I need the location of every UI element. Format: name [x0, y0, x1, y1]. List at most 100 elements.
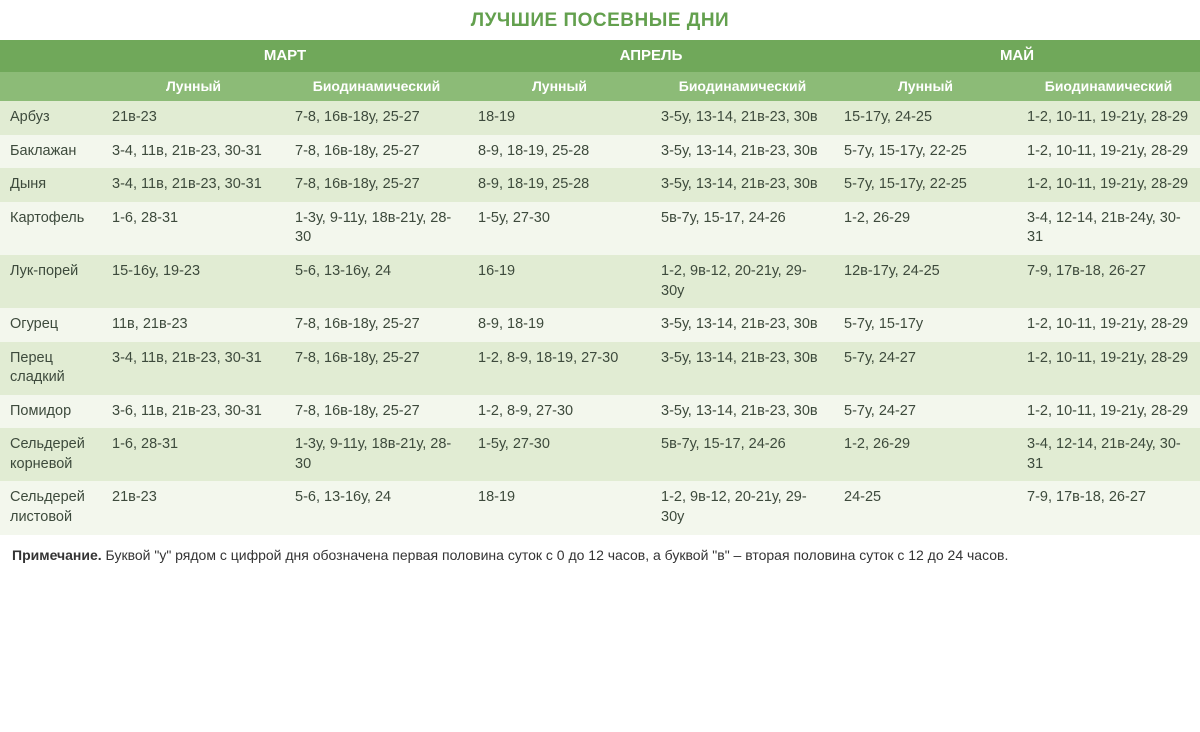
footnote: Примечание. Буквой "у" рядом с цифрой дн… — [0, 535, 1200, 563]
crop-name: Баклажан — [0, 135, 102, 169]
data-cell: 1-3у, 9-11у, 18в-21у, 28-30 — [285, 202, 468, 255]
data-cell: 7-8, 16в-18у, 25-27 — [285, 135, 468, 169]
data-cell: 1-2, 10-11, 19-21у, 28-29 — [1017, 135, 1200, 169]
data-cell: 1-5у, 27-30 — [468, 428, 651, 481]
data-cell: 18-19 — [468, 481, 651, 534]
data-cell: 5-6, 13-16у, 24 — [285, 481, 468, 534]
data-cell: 3-5у, 13-14, 21в-23, 30в — [651, 395, 834, 429]
data-cell: 1-3у, 9-11у, 18в-21у, 28-30 — [285, 428, 468, 481]
footnote-text: Буквой "у" рядом с цифрой дня обозначена… — [102, 547, 1009, 563]
footnote-label: Примечание. — [12, 547, 102, 563]
table-row: Огурец11в, 21в-237-8, 16в-18у, 25-278-9,… — [0, 308, 1200, 342]
data-cell: 1-2, 9в-12, 20-21у, 29-30у — [651, 481, 834, 534]
table-row: Арбуз21в-237-8, 16в-18у, 25-2718-193-5у,… — [0, 101, 1200, 135]
subheader-biodynamic: Биодинамический — [285, 72, 468, 101]
data-cell: 7-8, 16в-18у, 25-27 — [285, 395, 468, 429]
planting-calendar: ЛУЧШИЕ ПОСЕВНЫЕ ДНИ МАРТ АПРЕЛЬ МАЙ Лунн… — [0, 0, 1200, 563]
month-row: МАРТ АПРЕЛЬ МАЙ — [0, 40, 1200, 72]
data-cell: 5в-7у, 15-17, 24-26 — [651, 428, 834, 481]
data-cell: 3-5у, 13-14, 21в-23, 30в — [651, 101, 834, 135]
data-cell: 7-8, 16в-18у, 25-27 — [285, 101, 468, 135]
table-row: Картофель1-6, 28-311-3у, 9-11у, 18в-21у,… — [0, 202, 1200, 255]
data-cell: 5-7у, 15-17у — [834, 308, 1017, 342]
subheader-row: Лунный Биодинамический Лунный Биодинамич… — [0, 72, 1200, 101]
data-cell: 5в-7у, 15-17, 24-26 — [651, 202, 834, 255]
crop-name: Перец сладкий — [0, 342, 102, 395]
data-cell: 1-2, 8-9, 18-19, 27-30 — [468, 342, 651, 395]
data-cell: 18-19 — [468, 101, 651, 135]
data-cell: 7-9, 17в-18, 26-27 — [1017, 255, 1200, 308]
data-cell: 11в, 21в-23 — [102, 308, 285, 342]
crop-name: Сельдерей корневой — [0, 428, 102, 481]
header-corner — [0, 72, 102, 101]
crop-name: Картофель — [0, 202, 102, 255]
data-cell: 12в-17у, 24-25 — [834, 255, 1017, 308]
data-cell: 1-2, 8-9, 27-30 — [468, 395, 651, 429]
data-cell: 3-5у, 13-14, 21в-23, 30в — [651, 308, 834, 342]
data-cell: 3-4, 12-14, 21в-24у, 30-31 — [1017, 428, 1200, 481]
data-cell: 1-2, 26-29 — [834, 202, 1017, 255]
data-cell: 1-2, 10-11, 19-21у, 28-29 — [1017, 395, 1200, 429]
month-header: АПРЕЛЬ — [468, 40, 834, 72]
data-cell: 5-7у, 24-27 — [834, 342, 1017, 395]
table-row: Перец сладкий3-4, 11в, 21в-23, 30-317-8,… — [0, 342, 1200, 395]
data-cell: 5-7у, 15-17у, 22-25 — [834, 135, 1017, 169]
data-cell: 3-4, 11в, 21в-23, 30-31 — [102, 168, 285, 202]
table-row: Сельдерей листовой21в-235-6, 13-16у, 241… — [0, 481, 1200, 534]
table-row: Лук-порей15-16у, 19-235-6, 13-16у, 2416-… — [0, 255, 1200, 308]
planting-table: МАРТ АПРЕЛЬ МАЙ Лунный Биодинамический Л… — [0, 40, 1200, 535]
data-cell: 1-6, 28-31 — [102, 428, 285, 481]
data-cell: 3-4, 11в, 21в-23, 30-31 — [102, 342, 285, 395]
data-cell: 5-7у, 15-17у, 22-25 — [834, 168, 1017, 202]
subheader-lunar: Лунный — [834, 72, 1017, 101]
crop-name: Огурец — [0, 308, 102, 342]
subheader-biodynamic: Биодинамический — [651, 72, 834, 101]
data-cell: 1-2, 9в-12, 20-21у, 29-30у — [651, 255, 834, 308]
data-cell: 7-8, 16в-18у, 25-27 — [285, 342, 468, 395]
table-row: Сельдерей корневой1-6, 28-311-3у, 9-11у,… — [0, 428, 1200, 481]
data-cell: 1-2, 10-11, 19-21у, 28-29 — [1017, 308, 1200, 342]
crop-name: Сельдерей листовой — [0, 481, 102, 534]
subheader-lunar: Лунный — [102, 72, 285, 101]
data-cell: 8-9, 18-19, 25-28 — [468, 168, 651, 202]
data-cell: 1-2, 26-29 — [834, 428, 1017, 481]
data-cell: 1-2, 10-11, 19-21у, 28-29 — [1017, 168, 1200, 202]
data-cell: 15-16у, 19-23 — [102, 255, 285, 308]
table-row: Дыня3-4, 11в, 21в-23, 30-317-8, 16в-18у,… — [0, 168, 1200, 202]
data-cell: 1-2, 10-11, 19-21у, 28-29 — [1017, 342, 1200, 395]
data-cell: 8-9, 18-19, 25-28 — [468, 135, 651, 169]
data-cell: 1-5у, 27-30 — [468, 202, 651, 255]
data-cell: 3-6, 11в, 21в-23, 30-31 — [102, 395, 285, 429]
crop-name: Дыня — [0, 168, 102, 202]
page-title: ЛУЧШИЕ ПОСЕВНЫЕ ДНИ — [0, 0, 1200, 40]
crop-name: Арбуз — [0, 101, 102, 135]
table-header: МАРТ АПРЕЛЬ МАЙ Лунный Биодинамический Л… — [0, 40, 1200, 101]
data-cell: 3-5у, 13-14, 21в-23, 30в — [651, 168, 834, 202]
data-cell: 21в-23 — [102, 101, 285, 135]
table-row: Помидор3-6, 11в, 21в-23, 30-317-8, 16в-1… — [0, 395, 1200, 429]
data-cell: 15-17у, 24-25 — [834, 101, 1017, 135]
data-cell: 24-25 — [834, 481, 1017, 534]
table-body: Арбуз21в-237-8, 16в-18у, 25-2718-193-5у,… — [0, 101, 1200, 534]
data-cell: 3-4, 12-14, 21в-24у, 30-31 — [1017, 202, 1200, 255]
header-corner — [0, 40, 102, 72]
data-cell: 8-9, 18-19 — [468, 308, 651, 342]
subheader-lunar: Лунный — [468, 72, 651, 101]
data-cell: 3-5у, 13-14, 21в-23, 30в — [651, 342, 834, 395]
data-cell: 1-2, 10-11, 19-21у, 28-29 — [1017, 101, 1200, 135]
data-cell: 7-9, 17в-18, 26-27 — [1017, 481, 1200, 534]
data-cell: 5-6, 13-16у, 24 — [285, 255, 468, 308]
data-cell: 5-7у, 24-27 — [834, 395, 1017, 429]
table-row: Баклажан3-4, 11в, 21в-23, 30-317-8, 16в-… — [0, 135, 1200, 169]
month-header: МАРТ — [102, 40, 468, 72]
data-cell: 3-4, 11в, 21в-23, 30-31 — [102, 135, 285, 169]
data-cell: 7-8, 16в-18у, 25-27 — [285, 168, 468, 202]
data-cell: 21в-23 — [102, 481, 285, 534]
subheader-biodynamic: Биодинамический — [1017, 72, 1200, 101]
data-cell: 7-8, 16в-18у, 25-27 — [285, 308, 468, 342]
data-cell: 16-19 — [468, 255, 651, 308]
data-cell: 1-6, 28-31 — [102, 202, 285, 255]
month-header: МАЙ — [834, 40, 1200, 72]
crop-name: Помидор — [0, 395, 102, 429]
crop-name: Лук-порей — [0, 255, 102, 308]
